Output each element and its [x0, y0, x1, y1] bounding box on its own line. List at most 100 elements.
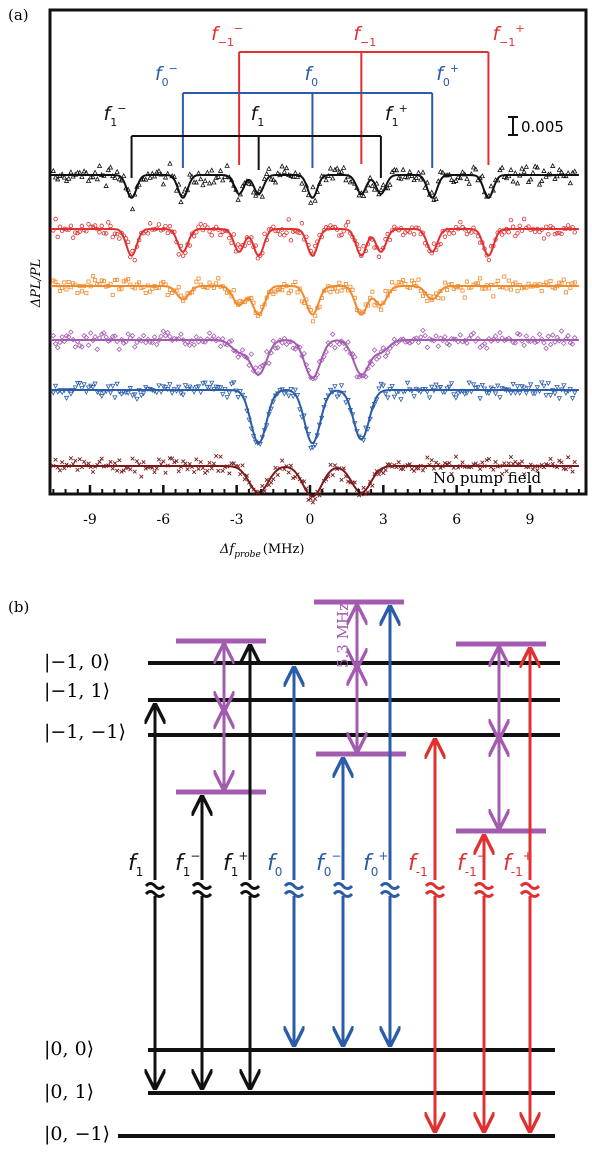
bracket-label-main: f — [211, 23, 221, 45]
data-point — [123, 236, 129, 241]
data-point — [492, 333, 499, 339]
data-point — [406, 340, 413, 346]
data-point — [214, 453, 219, 459]
data-point — [334, 227, 340, 232]
data-point — [418, 389, 424, 395]
data-point — [187, 291, 192, 296]
data-point — [561, 226, 566, 231]
data-point — [393, 167, 400, 173]
data-point — [330, 473, 335, 478]
data-point — [77, 229, 82, 234]
data-point — [172, 229, 177, 235]
data-point — [504, 286, 509, 291]
data-point — [470, 382, 477, 388]
data-point — [390, 464, 395, 469]
data-point — [204, 169, 210, 175]
data-point — [484, 283, 489, 288]
data-point — [374, 468, 379, 474]
data-point — [488, 385, 494, 391]
data-point — [99, 278, 104, 283]
data-point — [378, 247, 384, 253]
data-point — [495, 177, 501, 183]
data-point — [352, 295, 357, 300]
data-point — [185, 291, 190, 296]
data-point — [53, 216, 58, 222]
data-point — [73, 282, 78, 287]
data-point — [524, 225, 529, 230]
data-point — [264, 477, 269, 483]
data-point — [464, 175, 470, 181]
data-point — [178, 198, 184, 205]
data-point — [151, 334, 158, 340]
data-point — [572, 390, 578, 396]
data-point — [491, 467, 496, 472]
bracket-label-f_1-left: f1− — [104, 102, 127, 129]
data-point — [358, 190, 364, 196]
data-point — [565, 388, 571, 395]
data-point — [62, 280, 67, 285]
data-point — [541, 236, 547, 241]
data-point — [571, 335, 578, 341]
data-point — [556, 337, 563, 344]
data-point — [231, 232, 236, 237]
data-point — [532, 163, 538, 169]
data-point — [552, 175, 558, 181]
bracket-label-sub: 0 — [311, 76, 318, 89]
data-point — [541, 167, 547, 173]
data-point — [79, 386, 85, 392]
x-tick-label: -3 — [230, 512, 244, 528]
data-point — [570, 469, 575, 474]
data-point — [433, 382, 439, 388]
data-point — [255, 256, 261, 261]
data-point — [228, 338, 235, 344]
data-point — [321, 405, 327, 411]
data-point — [490, 387, 496, 393]
data-point — [338, 168, 345, 174]
data-point — [360, 438, 367, 444]
bracket-label-main: f — [436, 63, 446, 85]
data-point — [90, 469, 96, 475]
data-point — [466, 335, 472, 342]
data-point — [350, 287, 355, 292]
data-point — [112, 461, 118, 466]
data-point — [97, 459, 102, 464]
break-wave — [191, 890, 213, 898]
data-point — [341, 285, 346, 290]
data-point — [341, 164, 347, 170]
data-point — [270, 176, 276, 182]
data-point — [480, 240, 485, 245]
data-point — [519, 165, 525, 171]
data-point — [262, 231, 267, 237]
data-point — [57, 224, 63, 230]
data-point — [376, 386, 382, 392]
data-point — [336, 341, 343, 347]
data-point — [329, 331, 336, 338]
data-point — [187, 461, 192, 467]
data-point — [387, 345, 393, 352]
data-point — [178, 464, 184, 469]
transition-label-main: f — [316, 851, 327, 876]
transition-label-red-6: f-1 — [408, 851, 428, 879]
data-point — [147, 174, 153, 180]
break-marks — [144, 880, 541, 898]
data-point — [318, 357, 325, 363]
data-point — [264, 170, 270, 176]
data-point — [123, 185, 129, 191]
data-point — [481, 386, 488, 392]
data-point — [536, 389, 543, 395]
data-point — [506, 387, 512, 393]
data-point — [412, 280, 417, 285]
data-point — [120, 340, 127, 346]
data-point — [341, 229, 346, 234]
data-point — [164, 329, 171, 336]
data-point — [504, 226, 509, 232]
data-point — [213, 224, 219, 230]
data-point — [66, 175, 72, 181]
transition-label-main: f — [363, 851, 374, 876]
data-point — [209, 380, 215, 386]
data-point — [323, 225, 329, 230]
data-point — [248, 351, 255, 357]
data-point — [415, 388, 422, 394]
data-point — [224, 342, 230, 348]
data-point — [280, 288, 285, 293]
